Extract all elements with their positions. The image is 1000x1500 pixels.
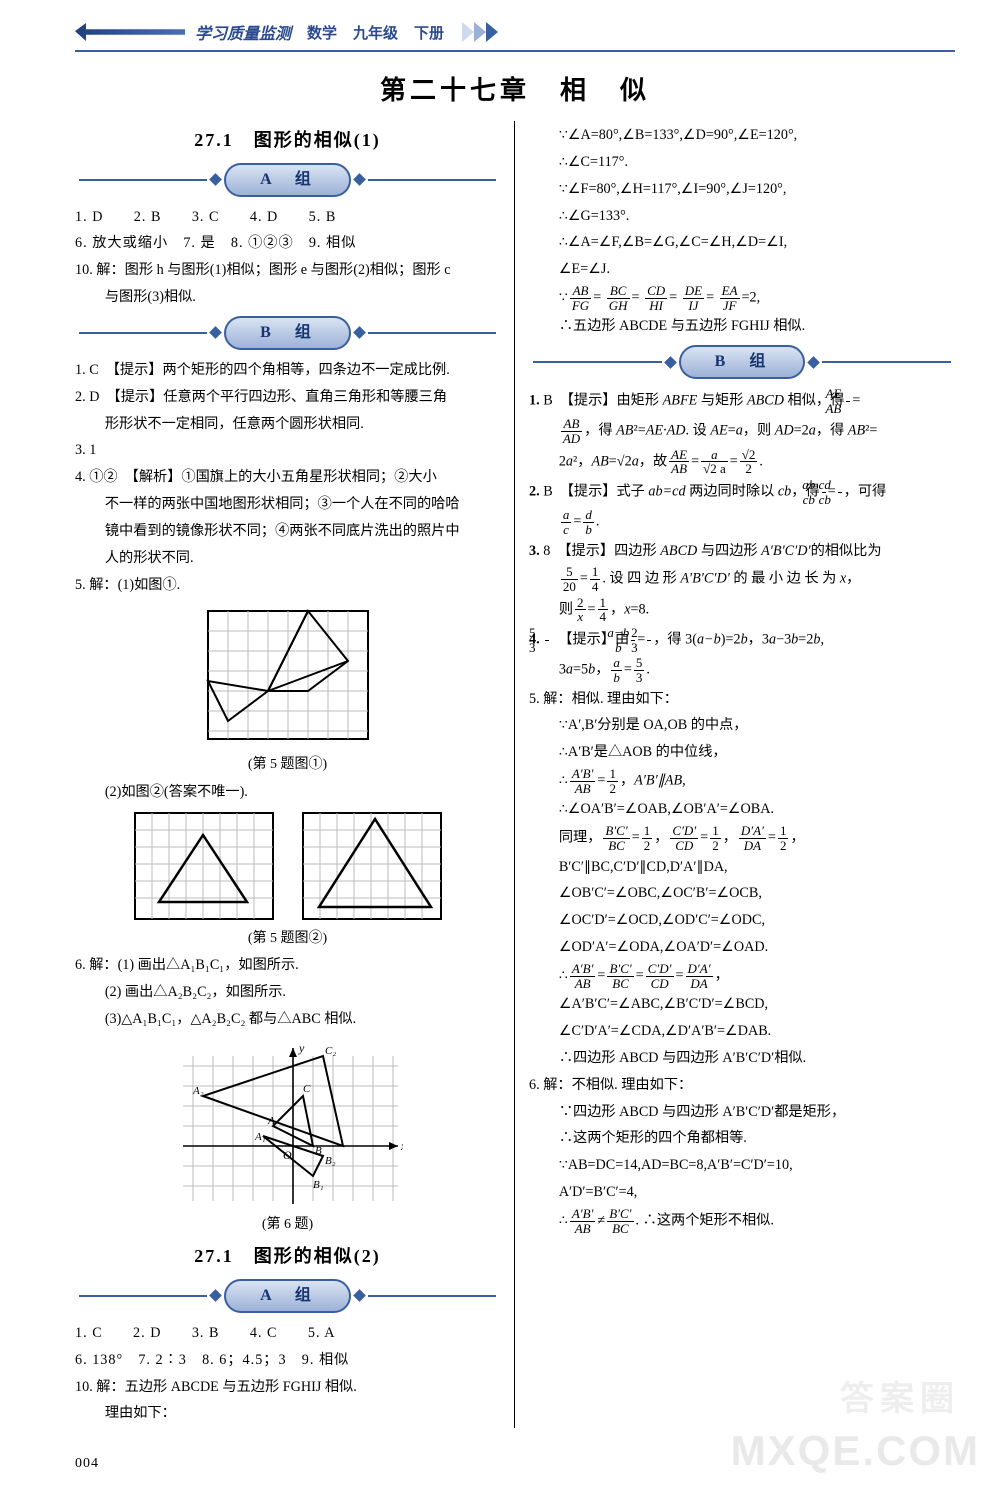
svg-text:y: y [298, 1041, 305, 1055]
a2-row1: 1. C 2. D 3. B 4. C 5. A [75, 1321, 500, 1346]
chapter-title: 第二十七章 相 似 [75, 70, 955, 107]
rb-q5g: B′C′∥BC,C′D′∥CD,D′A′∥DA, [529, 855, 955, 880]
r7: ∴五边形 ABCDE 与五边形 FGHIJ 相似. [529, 314, 955, 339]
group-b2-label: B 组 [679, 345, 806, 379]
volume: 下册 [414, 22, 444, 43]
rb-q1c: 2a²，AB=√2a，故AEAB=a√2 a=√22. [529, 448, 955, 476]
rb-q5c: ∴A′B′是△AOB 的中位线， [529, 740, 955, 765]
grade: 九年级 [353, 22, 398, 43]
group-b-label: B 组 [224, 316, 351, 350]
b-q4b: 不一样的两张中国地图形状相同；③一个人在不同的哈哈 [75, 492, 500, 517]
series-title: 学习质量监测 [195, 20, 291, 44]
b-q2b: 形形状不一定相同，任意两个圆形状相同. [75, 412, 500, 437]
a-q10a: 10. 解：图形 h 与图形(1)相似；图形 e 与图形(2)相似；图形 c [75, 258, 500, 283]
a2-q10a: 10. 解：五边形 ABCDE 与五边形 FGHIJ 相似. [75, 1375, 500, 1400]
group-a-label: A 组 [224, 163, 351, 197]
rb-q5j: ∠OD′A′=∠ODA,∠OA′D′=∠OAD. [529, 935, 955, 960]
figure-5-2-caption: (第 5 题图②) [75, 927, 500, 952]
rb-q6c: ∴这两个矩形的四个角都相等. [529, 1126, 955, 1151]
b-q2a: 2. D 【提示】任意两个平行四边形、直角三角形和等腰三角 [75, 385, 500, 410]
group-a-divider: A 组 [75, 163, 500, 197]
left-column: 27.1 图形的相似(1) A 组 1. D 2. B 3. C 4. D 5.… [75, 121, 515, 1428]
svg-text:A: A [267, 1115, 275, 1127]
svg-text:A₂: A₂ [192, 1085, 204, 1097]
rb-q1: 1. B 【提示】由矩形 ABFE 与矩形 ABCD 相似，得AEAB= [529, 387, 955, 415]
group-a2-label: A 组 [224, 1279, 351, 1313]
figure-6: x y O ABC A₁B₂B₁ A₂C₂ [173, 1036, 403, 1211]
b-q4d: 人的形状不同. [75, 546, 500, 571]
rb-q5b: ∵A′,B′分别是 OA,OB 的中点， [529, 713, 955, 738]
b-q6c: (3)△A₁B₁C₁，△A₂B₂C₂ 都与△ABC 相似. [75, 1007, 500, 1032]
chevron-right-icon [460, 20, 514, 44]
r6: ∠E=∠J. [529, 257, 955, 282]
svg-text:B: B [315, 1145, 322, 1157]
svg-text:C₂: C₂ [325, 1045, 336, 1057]
group-a2-divider: A 组 [75, 1279, 500, 1313]
figure-5-2b [297, 807, 447, 925]
b-q6a: 6. 解：(1) 画出△A₁B₁C₁，如图所示. [75, 953, 500, 978]
svg-text:A₁: A₁ [254, 1131, 266, 1143]
r4: ∴∠G=133°. [529, 204, 955, 229]
r3: ∵∠F=80°,∠H=117°,∠I=90°,∠J=120°, [529, 177, 955, 202]
svg-text:B₂: B₂ [325, 1155, 336, 1167]
b-q4c: 镜中看到的镜像形状不同；④两张不同底片洗出的照片中 [75, 519, 500, 544]
watermark-cn: 答案圈 [840, 1371, 960, 1420]
r-ratio: ∵ABFG= BCGH= CDHI= DEIJ= EAJF=2, [529, 284, 955, 312]
rb-q3: 3. 8 【提示】四边形 ABCD 与四边形 A′B′C′D′的相似比为 [529, 539, 955, 564]
group-b-divider: B 组 [75, 316, 500, 350]
svg-text:B₁: B₁ [313, 1179, 324, 1191]
page-header: 学习质量监测 数学 九年级 下册 [75, 20, 955, 52]
rb-q4: 4. 53 【提示】由a−bb=23，得 3(a−b)=2b，3a−3b=2b, [529, 626, 955, 654]
rb-q3b: 520=14. 设 四 边 形 A′B′C′D′ 的 最 小 边 长 为 x， [529, 565, 955, 593]
rb-q2b: ac=db. [529, 508, 955, 536]
b-q5b: (2)如图②(答案不唯一). [75, 780, 500, 805]
rb-q5n: ∴四边形 ABCD 与四边形 A′B′C′D′相似. [529, 1046, 955, 1071]
right-column: ∵∠A=80°,∠B=133°,∠D=90°,∠E=120°, ∴∠C=117°… [515, 121, 955, 1428]
page-number: 004 [75, 1456, 99, 1472]
rb-q5i: ∠OC′D′=∠OCD,∠OD′C′=∠ODC, [529, 908, 955, 933]
figure-5-1-caption: (第 5 题图①) [75, 753, 500, 778]
rb-q5m: ∠C′D′A′=∠CDA,∠D′A′B′=∠DAB. [529, 1019, 955, 1044]
b-q3: 3. 1 [75, 438, 500, 463]
r1: ∵∠A=80°,∠B=133°,∠D=90°,∠E=120°, [529, 123, 955, 148]
b-q5a: 5. 解：(1)如图①. [75, 573, 500, 598]
b-q4a: 4. ①② 【解析】①国旗上的大小五角星形状相同；②大小 [75, 465, 500, 490]
rb-q5f: 同理，B′C′BC=12，C′D′CD=12，D′A′DA=12， [529, 824, 955, 852]
figure-5-2a [129, 807, 279, 925]
rb-q5e: ∴∠OA′B′=∠OAB,∠OB′A′=∠OBA. [529, 797, 955, 822]
a-answers-row1: 1. D 2. B 3. C 4. D 5. B [75, 205, 500, 230]
rb-q4b: 3a=5b，ab=53. [529, 656, 955, 684]
b-q1: 1. C 【提示】两个矩形的四个角相等，四条边不一定成比例. [75, 358, 500, 383]
a2-row2: 6. 138° 7. 2∶3 8. 6；4.5；3 9. 相似 [75, 1348, 500, 1373]
a-q10b: 与图形(3)相似. [75, 285, 500, 310]
section-title-2: 27.1 图形的相似(2) [75, 1241, 500, 1273]
section-title-1: 27.1 图形的相似(1) [75, 125, 500, 157]
figure-6-caption: (第 6 题) [75, 1213, 500, 1238]
rb-q5h: ∠OB′C′=∠OBC,∠OC′B′=∠OCB, [529, 881, 955, 906]
rb-q5l: ∠A′B′C′=∠ABC,∠B′C′D′=∠BCD, [529, 992, 955, 1017]
rb-q6a: 6. 解：不相似. 理由如下： [529, 1073, 955, 1098]
rb-q6f: ∴A′B′AB≠B′C′BC. ∴这两个矩形不相似. [529, 1207, 955, 1235]
rb-q5k: ∴A′B′AB=B′C′BC=C′D′CD=D′A′DA， [529, 962, 955, 990]
svg-text:C: C [303, 1083, 311, 1095]
r2: ∴∠C=117°. [529, 150, 955, 175]
rb-q6e: A′D′=B′C′=4, [529, 1180, 955, 1205]
rb-q6d: ∵AB=DC=14,AD=BC=8,A′B′=C′D′=10, [529, 1153, 955, 1178]
rb-q6b: ∵四边形 ABCD 与四边形 A′B′C′D′都是矩形， [529, 1100, 955, 1125]
rb-q2: 2. B 【提示】式子 ab=cd 两边同时除以 cb，得abcb=cdcb，可… [529, 478, 955, 506]
rb-q5a: 5. 解：相似. 理由如下： [529, 687, 955, 712]
svg-text:x: x [400, 1139, 403, 1153]
r5: ∴∠A=∠F,∠B=∠G,∠C=∠H,∠D=∠I, [529, 230, 955, 255]
rb-q5d: ∴A′B′AB=12，A′B′∥AB, [529, 767, 955, 795]
group-b2-divider: B 组 [529, 345, 955, 379]
rb-q1b: ABAD，得 AB²=AE·AD. 设 AE=a，则 AD=2a，得 AB²= [529, 417, 955, 445]
subject: 数学 [307, 22, 337, 43]
figure-5-1 [198, 601, 378, 751]
pencil-icon [75, 23, 185, 41]
watermark-en: MXQE.COM [731, 1427, 980, 1475]
a-answers-row2: 6. 放大或缩小 7. 是 8. ①②③ 9. 相似 [75, 231, 500, 256]
a2-q10b: 理由如下： [75, 1401, 500, 1426]
rb-q3c: 则2x=14，x=8. [529, 596, 955, 624]
b-q6b: (2) 画出△A₂B₂C₂，如图所示. [75, 980, 500, 1005]
